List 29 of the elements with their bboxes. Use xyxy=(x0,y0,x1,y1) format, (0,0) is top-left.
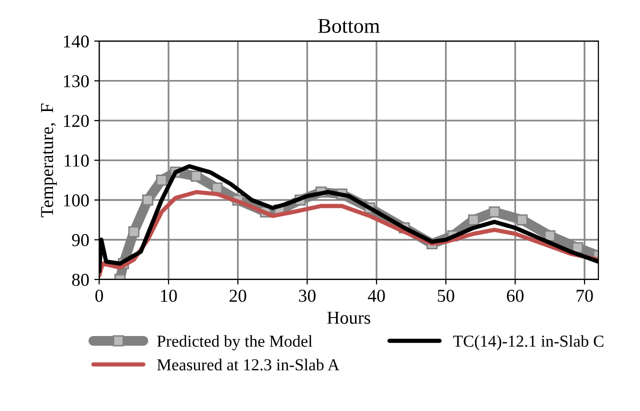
point xyxy=(488,206,500,218)
y-tick-label: 100 xyxy=(64,194,89,206)
chart-title: Bottom xyxy=(318,19,380,33)
y-tick-label: 80 xyxy=(72,274,89,286)
point xyxy=(190,170,202,182)
x-tick-label: 10 xyxy=(161,290,177,302)
y-tick-label: 140 xyxy=(64,35,89,48)
x-tick-label: 70 xyxy=(576,290,593,302)
point xyxy=(142,194,154,206)
y-tick-label: 90 xyxy=(72,234,89,246)
point xyxy=(128,226,140,238)
y-tick-label: 110 xyxy=(64,154,89,167)
legend-label: Predicted by the Model xyxy=(157,335,312,350)
point xyxy=(468,214,480,226)
x-tick-label: 40 xyxy=(368,290,385,302)
y-tick-label: 130 xyxy=(64,75,89,88)
x-tick-label: 60 xyxy=(506,290,524,302)
x-tick-label: 50 xyxy=(438,290,454,302)
y-tick-label: 120 xyxy=(64,114,89,127)
x-tick-label: 0 xyxy=(95,290,104,302)
point xyxy=(544,230,556,242)
x-tick-label: 30 xyxy=(299,290,316,302)
point xyxy=(156,174,168,186)
y-axis-title: Temperature, F xyxy=(41,104,57,218)
x-tick-label: 20 xyxy=(230,290,246,302)
legend-label: TC(14)-12.1 in-Slab C xyxy=(453,335,604,350)
legend-label: Measured at 12.3 in-Slab A xyxy=(157,358,340,371)
point xyxy=(516,214,528,226)
x-axis-title: Hours xyxy=(327,312,370,324)
